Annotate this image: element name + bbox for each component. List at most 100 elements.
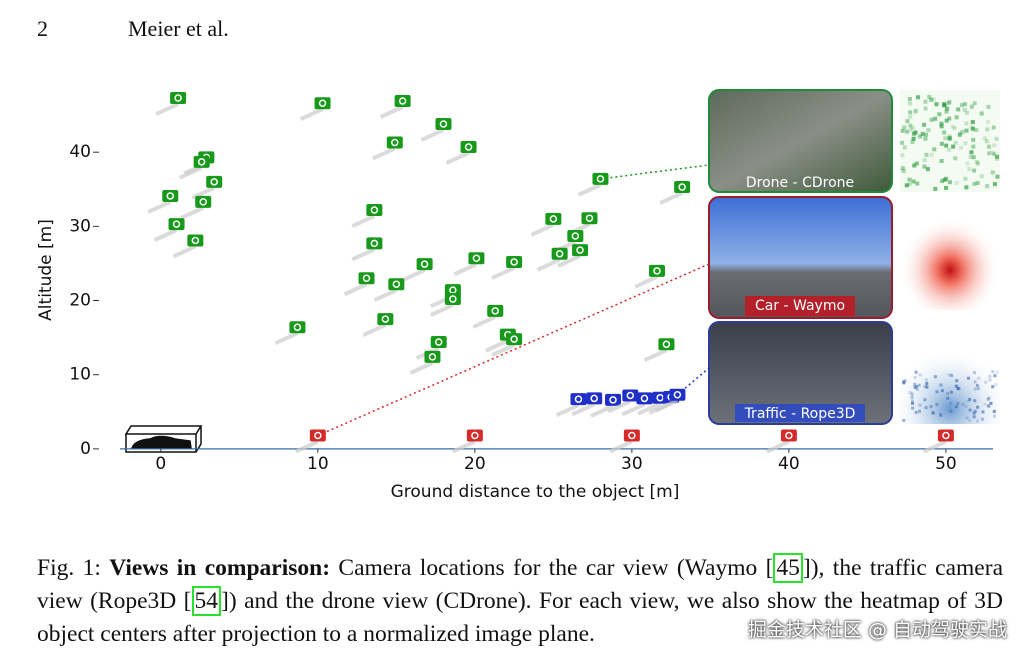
heatmap-cell <box>947 136 952 141</box>
heatmap-cell <box>964 110 969 115</box>
view-shadow <box>609 439 633 454</box>
heatmap-cell <box>944 109 949 114</box>
camera-lens <box>464 143 473 151</box>
heatmap-cell <box>969 150 974 155</box>
connector <box>317 263 710 437</box>
camera-lens <box>585 214 594 222</box>
heatmap-cell <box>944 118 949 123</box>
heatmap-cell <box>982 136 987 141</box>
heatmap-cell <box>933 186 938 191</box>
heatmap-cell <box>910 399 914 403</box>
heatmap-cell <box>922 158 927 163</box>
heatmap-cell <box>972 181 977 186</box>
heatmap-cell <box>907 182 912 187</box>
heatmap-cell <box>955 384 959 388</box>
heatmap-cell <box>947 134 952 139</box>
heatmap-cell <box>901 168 906 173</box>
camera <box>674 181 691 194</box>
camera-body <box>622 389 639 402</box>
camera-lens <box>166 192 174 200</box>
car-heatmap <box>900 205 1000 310</box>
heatmap-cell <box>910 406 914 410</box>
heatmap-cell <box>981 410 985 414</box>
heatmap-cell <box>976 405 980 409</box>
heatmap-cell <box>974 128 979 133</box>
heatmap-cell <box>970 126 975 131</box>
caption-bold: Views in comparison: <box>109 554 331 581</box>
view-shadow <box>299 107 324 122</box>
camera-body <box>424 350 441 363</box>
y-tick-label: 40 <box>69 142 91 162</box>
heatmap-cell <box>908 123 913 128</box>
heatmap-cell <box>903 379 907 383</box>
heatmap-cell <box>927 95 932 100</box>
camera-lens <box>678 183 686 191</box>
camera <box>669 388 686 401</box>
camera-lens <box>574 395 583 403</box>
heatmap-cell <box>958 145 963 150</box>
camera <box>314 97 331 110</box>
camera-body <box>460 140 477 153</box>
heatmap-cell <box>925 385 929 389</box>
view-shadow <box>555 403 580 417</box>
heatmap-cell <box>957 132 962 137</box>
camera <box>358 272 375 285</box>
heatmap-cell <box>972 415 976 419</box>
label-bg <box>735 404 865 422</box>
heatmap-cell <box>924 378 928 382</box>
view-shadow <box>295 439 319 454</box>
camera <box>623 429 640 442</box>
citation[interactable]: 54 <box>191 585 222 616</box>
view-shadow <box>472 315 497 329</box>
camera-body <box>193 155 210 168</box>
heatmap-cell <box>953 140 958 145</box>
heatmap-cell <box>969 104 974 109</box>
running-head: Meier et al. <box>128 16 229 41</box>
heatmap-cell <box>902 418 906 422</box>
heatmap-cell <box>980 417 984 421</box>
camera <box>377 313 394 326</box>
camera-body <box>444 293 461 306</box>
camera <box>658 338 675 351</box>
heatmap-cell <box>959 103 964 108</box>
camera-lens <box>318 99 327 107</box>
view-shadow <box>373 288 398 303</box>
heatmap-cell <box>940 389 944 393</box>
camera-body <box>195 195 212 208</box>
citation[interactable]: 45 <box>773 552 803 583</box>
view-shadow <box>766 439 790 454</box>
heatmap-cell <box>995 156 1000 161</box>
heatmap-cell <box>979 174 984 179</box>
heatmap-cell <box>949 401 953 405</box>
heatmap-cell <box>931 411 935 415</box>
heatmap-cell <box>988 374 992 378</box>
x-tick-label: 40 <box>778 454 800 474</box>
heatmap-cell <box>952 126 957 131</box>
camera-lens <box>653 267 661 275</box>
heatmap-cell <box>994 383 998 387</box>
heatmap-cell <box>911 406 915 410</box>
heatmap-cell <box>913 375 917 379</box>
camera-body <box>388 278 405 291</box>
heatmap-cell <box>915 181 920 186</box>
heatmap-cell <box>989 401 993 405</box>
view-shadow <box>577 183 602 197</box>
heatmap-cell <box>929 405 933 409</box>
heatmap-cell <box>987 396 991 400</box>
heatmap-cell <box>973 399 977 403</box>
camera-body <box>572 244 589 257</box>
view-shadow <box>659 191 683 205</box>
camera <box>444 293 461 306</box>
camera-lens <box>420 260 429 268</box>
view-shadow <box>178 165 203 180</box>
heatmap-cell <box>908 114 913 119</box>
camera <box>168 218 185 231</box>
camera-body <box>586 392 603 405</box>
drone-heatmap <box>900 90 1000 192</box>
heatmap-cell <box>924 406 928 410</box>
view-shadow <box>452 439 476 454</box>
heatmap-cell <box>995 370 999 374</box>
heatmap-cell <box>917 383 921 387</box>
heatmap-cell <box>958 131 963 136</box>
